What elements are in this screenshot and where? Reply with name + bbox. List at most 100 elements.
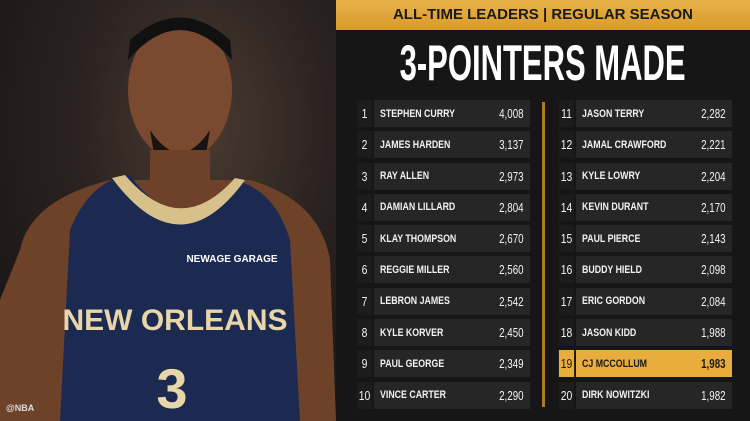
three-pointers-made: 2,560 xyxy=(499,262,524,278)
player-photo: NEW ORLEANS 3 NEWAGE GARAGE @NBA xyxy=(0,0,336,421)
leader-row: 14 KEVIN DURANT 2,170 xyxy=(557,193,732,221)
player-cell: JASON TERRY 2,282 xyxy=(576,100,732,127)
player-cell: KYLE KORVER 2,450 xyxy=(374,319,530,347)
rank: 17 xyxy=(558,287,575,315)
rank: 9 xyxy=(356,350,373,378)
player-name: REGGIE MILLER xyxy=(380,263,450,276)
player-cell: KEVIN DURANT 2,170 xyxy=(576,193,732,221)
leader-row: 16 BUDDY HIELD 2,098 xyxy=(557,256,732,284)
player-name: KYLE KORVER xyxy=(380,326,444,339)
rank: 4 xyxy=(356,193,373,221)
leader-row: 15 PAUL PIERCE 2,143 xyxy=(557,225,732,253)
leader-row: 6 REGGIE MILLER 2,560 xyxy=(355,256,530,284)
rank: 5 xyxy=(356,225,373,253)
three-pointers-made: 2,290 xyxy=(499,387,524,403)
player-name: KEVIN DURANT xyxy=(582,201,649,214)
rank: 7 xyxy=(356,287,373,315)
leader-row: 11 JASON TERRY 2,282 xyxy=(557,100,732,127)
player-cell: BUDDY HIELD 2,098 xyxy=(576,256,732,284)
player-cell: STEPHEN CURRY 4,008 xyxy=(374,100,530,127)
three-pointers-made: 2,450 xyxy=(499,325,524,341)
three-pointers-made: 2,670 xyxy=(499,231,524,247)
jersey-sponsor: NEWAGE GARAGE xyxy=(186,254,277,265)
player-cell: DAMIAN LILLARD 2,804 xyxy=(374,193,530,221)
player-name: BUDDY HIELD xyxy=(582,263,642,276)
leader-row: 13 KYLE LOWRY 2,204 xyxy=(557,162,732,190)
rank: 3 xyxy=(356,162,373,190)
leaders-column-left: 1 STEPHEN CURRY 4,008 2 JAMES HARDEN 3,137 3 RA… xyxy=(355,100,530,413)
column-divider xyxy=(542,102,545,407)
rank: 10 xyxy=(356,381,373,409)
player-cell: KYLE LOWRY 2,204 xyxy=(576,162,732,190)
leader-row: 20 DIRK NOWITZKI 1,982 xyxy=(557,381,732,409)
rank: 19 xyxy=(558,350,575,378)
three-pointers-made: 2,084 xyxy=(701,293,726,309)
leader-row: 8 KYLE KORVER 2,450 xyxy=(355,319,530,347)
three-pointers-made: 4,008 xyxy=(499,106,524,121)
player-name: DAMIAN LILLARD xyxy=(380,201,456,214)
player-name: JAMAL CRAWFORD xyxy=(582,138,667,151)
jersey-text: NEW ORLEANS xyxy=(63,304,288,337)
player-cell: JAMES HARDEN 3,137 xyxy=(374,131,530,159)
leader-row: 18 JASON KIDD 1,988 xyxy=(557,319,732,347)
leaders-column-right: 11 JASON TERRY 2,282 12 JAMAL CRAWFORD 2,221 1… xyxy=(557,100,732,413)
player-name: VINCE CARTER xyxy=(380,389,447,402)
player-name: STEPHEN CURRY xyxy=(380,107,455,120)
player-cell: ERIC GORDON 2,084 xyxy=(576,287,732,315)
rank: 18 xyxy=(558,319,575,347)
leader-row: 4 DAMIAN LILLARD 2,804 xyxy=(355,193,530,221)
rank: 15 xyxy=(558,225,575,253)
jersey-number: 3 xyxy=(156,357,187,420)
three-pointers-made: 2,973 xyxy=(499,168,524,184)
title-container: 3-POINTERS MADE xyxy=(336,34,750,94)
leader-row: 12 JAMAL CRAWFORD 2,221 xyxy=(557,131,732,159)
player-name: CJ MCCOLLUM xyxy=(582,357,648,370)
three-pointers-made: 1,983 xyxy=(701,356,726,372)
three-pointers-made: 1,982 xyxy=(701,387,726,403)
player-cell: DIRK NOWITZKI 1,982 xyxy=(576,381,732,409)
leader-row: 10 VINCE CARTER 2,290 xyxy=(355,381,530,409)
player-name: JASON TERRY xyxy=(582,107,645,120)
three-pointers-made: 2,282 xyxy=(701,106,726,121)
rank: 14 xyxy=(558,193,575,221)
player-name: JAMES HARDEN xyxy=(380,138,451,151)
player-cell: JAMAL CRAWFORD 2,221 xyxy=(576,131,732,159)
leader-row: 7 LEBRON JAMES 2,542 xyxy=(355,287,530,315)
player-name: LEBRON JAMES xyxy=(380,295,450,308)
rank: 16 xyxy=(558,256,575,284)
three-pointers-made: 2,204 xyxy=(701,168,726,184)
player-name: DIRK NOWITZKI xyxy=(582,389,650,402)
three-pointers-made: 1,988 xyxy=(701,325,726,341)
leader-row: 3 RAY ALLEN 2,973 xyxy=(355,162,530,190)
player-cell: CJ MCCOLLUM 1,983 xyxy=(576,350,732,378)
three-pointers-made: 2,143 xyxy=(701,231,726,247)
banner: ALL-TIME LEADERS | REGULAR SEASON xyxy=(336,0,750,30)
three-pointers-made: 2,804 xyxy=(499,199,524,215)
rank: 20 xyxy=(558,381,575,409)
rank: 6 xyxy=(356,256,373,284)
rank: 8 xyxy=(356,319,373,347)
player-cell: PAUL GEORGE 2,349 xyxy=(374,350,530,378)
leader-row: 17 ERIC GORDON 2,084 xyxy=(557,287,732,315)
player-cell: PAUL PIERCE 2,143 xyxy=(576,225,732,253)
three-pointers-made: 2,542 xyxy=(499,293,524,309)
player-name: ERIC GORDON xyxy=(582,295,646,308)
player-cell: RAY ALLEN 2,973 xyxy=(374,162,530,190)
leader-row: 5 KLAY THOMPSON 2,670 xyxy=(355,225,530,253)
nba-credit: @NBA xyxy=(6,403,35,413)
leader-row: 19 CJ MCCOLLUM 1,983 xyxy=(557,350,732,378)
leader-row: 9 PAUL GEORGE 2,349 xyxy=(355,350,530,378)
rank: 12 xyxy=(558,131,575,159)
player-cell: JASON KIDD 1,988 xyxy=(576,319,732,347)
player-name: KLAY THOMPSON xyxy=(380,232,457,245)
three-pointers-made: 2,349 xyxy=(499,356,524,372)
three-pointers-made: 2,098 xyxy=(701,262,726,278)
three-pointers-made: 2,170 xyxy=(701,199,726,215)
leader-row: 2 JAMES HARDEN 3,137 xyxy=(355,131,530,159)
leader-row: 1 STEPHEN CURRY 4,008 xyxy=(355,100,530,127)
page-title: 3-POINTERS MADE xyxy=(400,35,686,91)
player-name: JASON KIDD xyxy=(582,326,637,339)
three-pointers-made: 3,137 xyxy=(499,137,524,153)
player-cell: KLAY THOMPSON 2,670 xyxy=(374,225,530,253)
player-cell: LEBRON JAMES 2,542 xyxy=(374,287,530,315)
